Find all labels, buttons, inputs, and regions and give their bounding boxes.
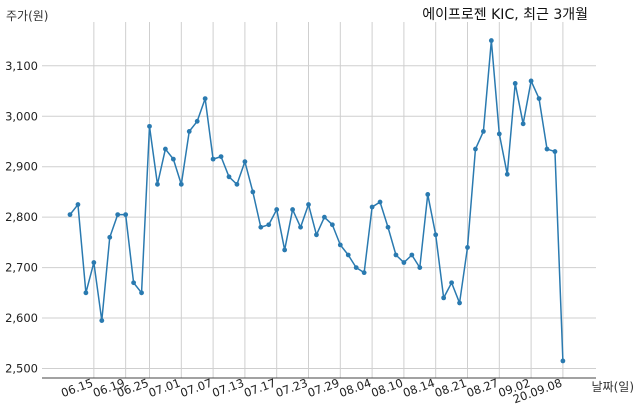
y-tick-label: 2,700 <box>5 261 38 275</box>
data-point <box>337 242 343 248</box>
data-point <box>481 128 486 134</box>
data-point <box>170 156 176 162</box>
data-point <box>155 181 160 187</box>
y-tick-label: 2,500 <box>5 362 38 376</box>
data-point <box>473 146 478 152</box>
data-point <box>496 131 502 137</box>
data-point <box>401 260 407 265</box>
x-tick-label: 07.07 <box>178 376 214 400</box>
data-point <box>178 181 184 187</box>
data-point <box>385 224 391 230</box>
data-point <box>369 204 375 210</box>
data-point <box>457 300 462 306</box>
data-point <box>139 290 144 296</box>
y-tick-label: 3,100 <box>5 59 38 73</box>
y-tick-labels: 2,500 2,600 2,700 2,800 2,900 3,000 3,100 <box>5 59 38 376</box>
data-point <box>449 280 454 286</box>
data-point <box>242 159 248 165</box>
data-point <box>266 222 272 228</box>
y-tick-label: 2,800 <box>5 210 38 224</box>
data-point <box>504 171 510 177</box>
price-series-line <box>69 39 564 361</box>
data-point <box>202 96 208 101</box>
data-point <box>488 38 494 43</box>
data-point <box>361 270 367 276</box>
data-point <box>329 222 335 228</box>
x-tick-label: 07.29 <box>306 376 342 400</box>
data-point <box>282 247 288 253</box>
data-point <box>218 154 224 160</box>
data-point <box>377 199 383 205</box>
data-point <box>536 96 542 101</box>
x-tick-label: 08.27 <box>465 376 501 400</box>
data-point <box>560 358 566 364</box>
x-tick-label: 06.15 <box>59 376 95 400</box>
data-point <box>345 252 351 258</box>
data-point <box>75 202 81 207</box>
x-tick-label: 07.23 <box>274 376 310 400</box>
data-point <box>393 252 399 258</box>
data-point <box>544 146 550 152</box>
y-axis-title: 주가(원) <box>6 9 48 23</box>
data-point <box>194 118 200 124</box>
x-tick-label: 08.10 <box>369 376 405 400</box>
data-point <box>83 290 89 296</box>
x-tick-label: 08.21 <box>433 376 469 400</box>
data-point <box>107 234 113 240</box>
data-point <box>234 181 240 187</box>
data-point <box>425 192 431 197</box>
data-point <box>520 121 526 127</box>
x-tick-label: 07.01 <box>147 376 183 400</box>
x-tick-labels: 06.1506.1906.2507.0107.0707.1307.1707.23… <box>59 376 564 407</box>
data-point <box>123 212 129 218</box>
data-point-markers <box>67 38 566 364</box>
data-point <box>290 207 295 212</box>
data-point <box>353 265 359 270</box>
data-point <box>147 123 152 129</box>
y-tick-label: 3,000 <box>5 109 38 123</box>
data-point <box>131 280 137 286</box>
data-point <box>115 212 121 218</box>
data-point <box>210 156 216 162</box>
x-tick-label: 07.17 <box>242 376 278 400</box>
data-point <box>250 189 256 195</box>
data-point <box>512 81 518 86</box>
x-axis-title: 날짜(일) <box>592 380 634 394</box>
chart-title: 에이프로젠 KIC, 최근 3개월 <box>422 7 588 23</box>
data-point <box>465 245 470 250</box>
y-tick-label: 2,600 <box>5 311 38 325</box>
data-point <box>258 224 264 230</box>
y-tick-label: 2,900 <box>5 160 38 174</box>
x-tick-label: 07.13 <box>210 376 246 400</box>
data-point <box>186 128 192 134</box>
data-point <box>306 202 311 207</box>
x-tick-label: 08.04 <box>337 376 373 400</box>
data-point <box>409 252 415 258</box>
data-point <box>433 232 439 238</box>
grid-lines <box>42 22 596 378</box>
data-point <box>298 224 303 230</box>
data-point <box>441 295 447 301</box>
data-point <box>417 265 423 270</box>
data-point <box>91 260 97 265</box>
data-point <box>322 214 327 220</box>
data-point <box>528 78 534 84</box>
data-point <box>67 212 73 218</box>
data-point <box>99 318 105 323</box>
data-point <box>314 232 319 238</box>
data-point <box>226 174 232 180</box>
data-point <box>552 149 558 154</box>
data-point <box>163 146 168 152</box>
data-point <box>274 207 280 212</box>
x-tick-label: 08.14 <box>401 376 437 400</box>
